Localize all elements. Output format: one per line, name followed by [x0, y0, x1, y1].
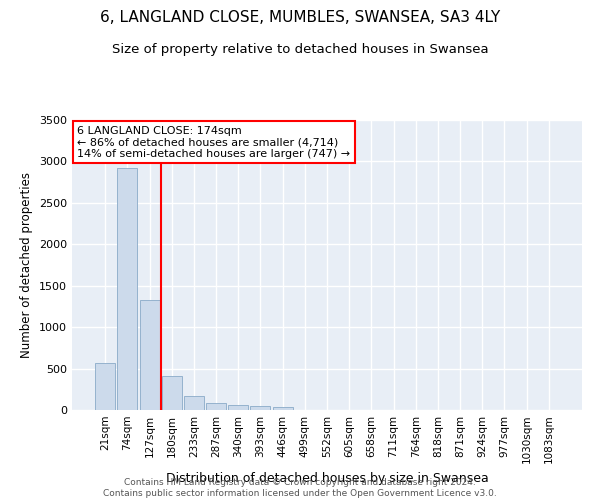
X-axis label: Distribution of detached houses by size in Swansea: Distribution of detached houses by size …	[166, 472, 488, 485]
Text: Contains HM Land Registry data © Crown copyright and database right 2024.
Contai: Contains HM Land Registry data © Crown c…	[103, 478, 497, 498]
Text: Size of property relative to detached houses in Swansea: Size of property relative to detached ho…	[112, 42, 488, 56]
Bar	[118, 168, 137, 410]
Text: 6 LANGLAND CLOSE: 174sqm
← 86% of detached houses are smaller (4,714)
14% of sem: 6 LANGLAND CLOSE: 174sqm ← 86% of detach…	[77, 126, 350, 159]
Bar	[140, 300, 160, 410]
Bar	[162, 376, 182, 410]
Bar	[206, 404, 226, 410]
Bar	[250, 406, 271, 410]
Y-axis label: Number of detached properties: Number of detached properties	[20, 172, 34, 358]
Bar	[228, 406, 248, 410]
Bar	[95, 363, 115, 410]
Bar	[184, 396, 204, 410]
Text: 6, LANGLAND CLOSE, MUMBLES, SWANSEA, SA3 4LY: 6, LANGLAND CLOSE, MUMBLES, SWANSEA, SA3…	[100, 10, 500, 25]
Bar	[272, 406, 293, 410]
